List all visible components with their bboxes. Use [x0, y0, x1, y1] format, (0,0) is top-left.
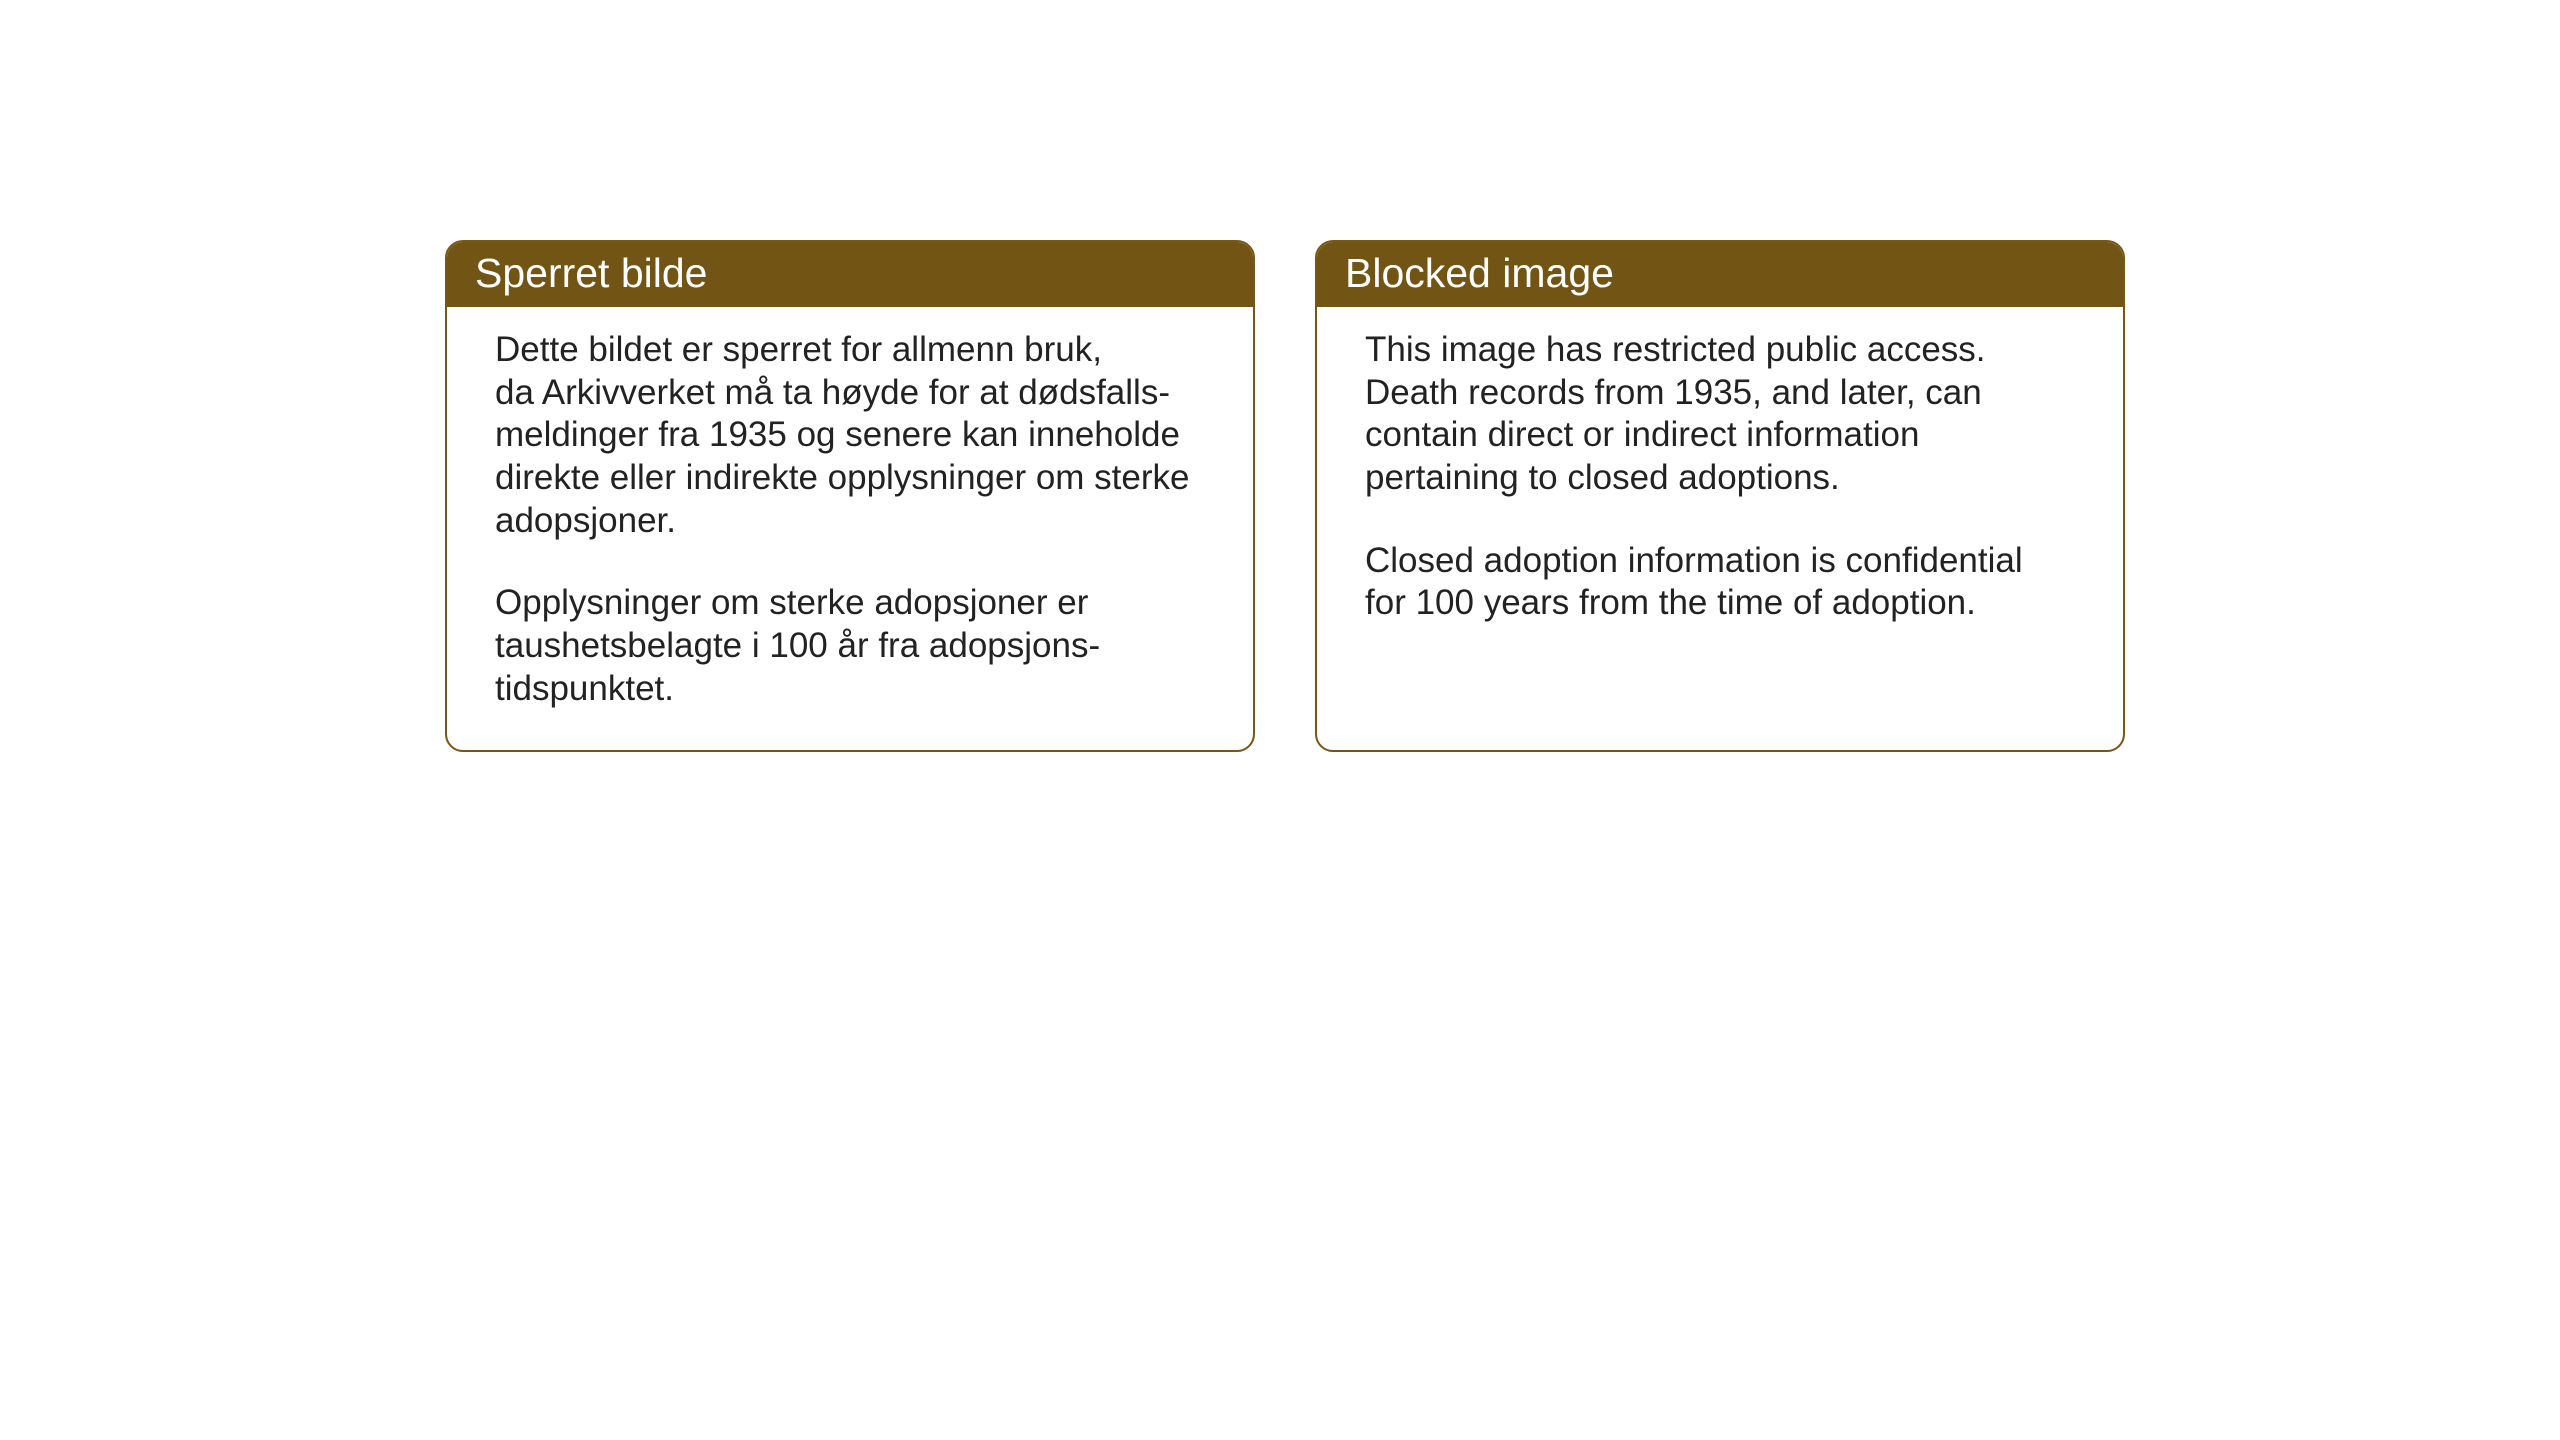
- text-line: direkte eller indirekte opplysninger om …: [495, 458, 1190, 497]
- norwegian-card-header: Sperret bilde: [447, 242, 1253, 307]
- english-paragraph-1: This image has restricted public access.…: [1365, 329, 2075, 500]
- text-line: adopsjoner.: [495, 501, 676, 540]
- text-line: contain direct or indirect information: [1365, 415, 1919, 454]
- text-line: pertaining to closed adoptions.: [1365, 458, 1840, 497]
- notice-cards-container: Sperret bilde Dette bildet er sperret fo…: [445, 240, 2125, 752]
- text-line: da Arkivverket må ta høyde for at dødsfa…: [495, 373, 1170, 412]
- norwegian-card-body: Dette bildet er sperret for allmenn bruk…: [447, 307, 1253, 747]
- text-line: tidspunktet.: [495, 669, 674, 708]
- norwegian-paragraph-2: Opplysninger om sterke adopsjoner er tau…: [495, 582, 1205, 710]
- text-line: Death records from 1935, and later, can: [1365, 373, 1982, 412]
- norwegian-card: Sperret bilde Dette bildet er sperret fo…: [445, 240, 1255, 752]
- text-line: for 100 years from the time of adoption.: [1365, 583, 1976, 622]
- text-line: Opplysninger om sterke adopsjoner er: [495, 583, 1088, 622]
- norwegian-paragraph-1: Dette bildet er sperret for allmenn bruk…: [495, 329, 1205, 542]
- english-card-header: Blocked image: [1317, 242, 2123, 307]
- text-line: taushetsbelagte i 100 år fra adopsjons-: [495, 626, 1100, 665]
- text-line: Closed adoption information is confident…: [1365, 541, 2023, 580]
- norwegian-card-title: Sperret bilde: [475, 250, 707, 296]
- english-card-body: This image has restricted public access.…: [1317, 307, 2123, 661]
- text-line: meldinger fra 1935 og senere kan innehol…: [495, 415, 1180, 454]
- english-card: Blocked image This image has restricted …: [1315, 240, 2125, 752]
- english-paragraph-2: Closed adoption information is confident…: [1365, 540, 2075, 625]
- english-card-title: Blocked image: [1345, 250, 1614, 296]
- text-line: Dette bildet er sperret for allmenn bruk…: [495, 330, 1102, 369]
- text-line: This image has restricted public access.: [1365, 330, 1986, 369]
